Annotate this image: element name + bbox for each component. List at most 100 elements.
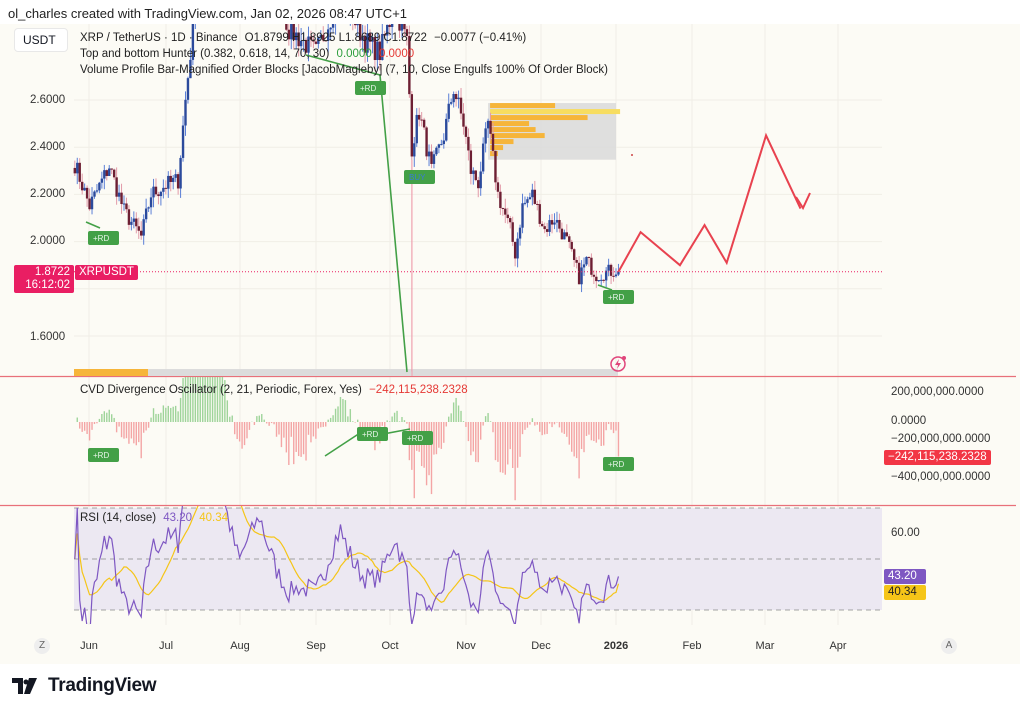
candle-body [159,191,163,197]
cvd-tick: −200,000,000.0000 [891,433,991,445]
candle-body [614,274,618,277]
volume-profile-bar [490,133,545,139]
price-tick: 2.0000 [30,235,66,247]
candle-body [147,207,150,209]
rd-signal-badge[interactable]: +RD [88,231,119,245]
candle-body [572,249,576,260]
candle-body [499,191,502,209]
candle-body [449,102,453,104]
candle-body [238,0,240,2]
candle-body [602,279,605,281]
candle-body [191,24,195,60]
rd-signal-badge[interactable]: +RD [357,427,388,441]
buy-signal-badge[interactable]: BUY [404,170,435,184]
candle-body [312,39,315,42]
candle-body [474,170,477,181]
candle-body [98,182,101,191]
candle-body [366,33,369,53]
divergence-line [85,221,101,229]
candle-body [331,24,335,28]
candle-body [415,114,418,144]
cvd-legend: CVD Divergence Oscillator (2, 21, Period… [80,384,472,396]
candle-body [299,40,303,47]
price-tick: 2.6000 [30,94,66,106]
candle-body [447,103,450,119]
candle-body [363,36,367,53]
currency-button[interactable]: USDT [14,28,68,52]
lightning-icon-bolt [615,359,621,369]
rd-signal-badge[interactable]: +RD [402,431,433,445]
candle-body [285,24,288,30]
divergence-line [305,54,408,373]
candle-body [304,39,308,53]
lightning-icon-dot [622,356,626,360]
rd-signal-badge[interactable]: +RD [603,457,634,471]
candle-body [477,180,480,189]
candle-body [582,264,586,268]
candle-body [496,182,500,192]
candle-body [494,150,497,183]
buy-signal-badge-text: BUY [409,173,426,182]
candle-body [435,147,438,155]
candle-body [422,119,426,128]
auto-scale-button[interactable]: A [941,638,957,654]
rd-signal-badge-bg [357,427,388,441]
candle-body [432,154,436,164]
symbol-name[interactable]: XRP / TetherUS · 1D · Binance [80,32,238,44]
candle-body [95,190,99,192]
candle-body [484,128,487,144]
candle-body [501,208,505,210]
candle-body [585,256,588,265]
time-tick: Jun [80,640,98,652]
time-tick: Aug [230,640,250,652]
volume-profile-bar [490,127,536,133]
candle-body [459,97,463,114]
rd-signal-badge-text: +RD [93,451,109,460]
rd-signal-badge[interactable]: +RD [355,81,386,95]
indicator-name[interactable]: Top and bottom Hunter (0.382, 0.618, 14,… [80,48,330,60]
rd-signal-badge[interactable]: +RD [88,448,119,462]
candle-body [390,24,394,27]
candles [73,0,621,376]
cvd-divergence-line [324,432,361,457]
candle-body [317,37,320,44]
indicator-legend-top-bottom-hunter: Top and bottom Hunter (0.382, 0.618, 14,… [80,48,418,60]
rsi-value-tag: 43.20 [884,569,926,584]
rd-signal-badge-bg [88,231,119,245]
chart-caption: ol_charles created with TradingView.com,… [8,6,408,21]
candle-body [469,150,473,174]
zoom-reset-button[interactable]: Z [34,638,50,654]
rsi-ma-line [74,506,620,603]
volume-profile-bar [490,139,514,145]
candle-body [130,221,133,225]
candle-body [241,0,243,2]
rsi-legend: RSI (14, close) 43.20 40.34 [80,512,232,524]
cvd-title[interactable]: CVD Divergence Oscillator (2, 21, Period… [80,384,362,396]
candle-body [164,187,168,189]
candle-body [518,227,522,239]
candle-body [595,276,598,282]
rsi-title[interactable]: RSI (14, close) [80,512,157,524]
candle-body [590,257,593,275]
candle-body [189,59,192,79]
time-tick: Nov [456,640,476,652]
indicator-value-1: 0.0000 [336,48,372,60]
marker-dot [631,154,633,156]
indicator-name[interactable]: Volume Profile Bar-Magnified Order Block… [80,64,608,76]
candle-body [504,208,507,215]
candle-body [149,197,153,208]
rd-signal-badge-bg [88,448,119,462]
rsi-ma-value-tag: 40.34 [884,585,926,600]
indicator-legend-order-blocks: Volume Profile Bar-Magnified Order Block… [80,64,612,76]
tradingview-logo[interactable]: TradingView [12,675,157,697]
lightning-icon[interactable] [610,356,626,372]
candle-body [607,264,610,271]
candle-body [398,24,401,31]
volume-profile-bar [490,109,621,115]
candle-body [600,279,603,281]
indicator-value-2: 0.0000 [378,48,415,60]
candle-body [309,36,313,40]
candle-body [521,203,524,228]
rd-signal-badge[interactable]: +RD [603,290,634,304]
